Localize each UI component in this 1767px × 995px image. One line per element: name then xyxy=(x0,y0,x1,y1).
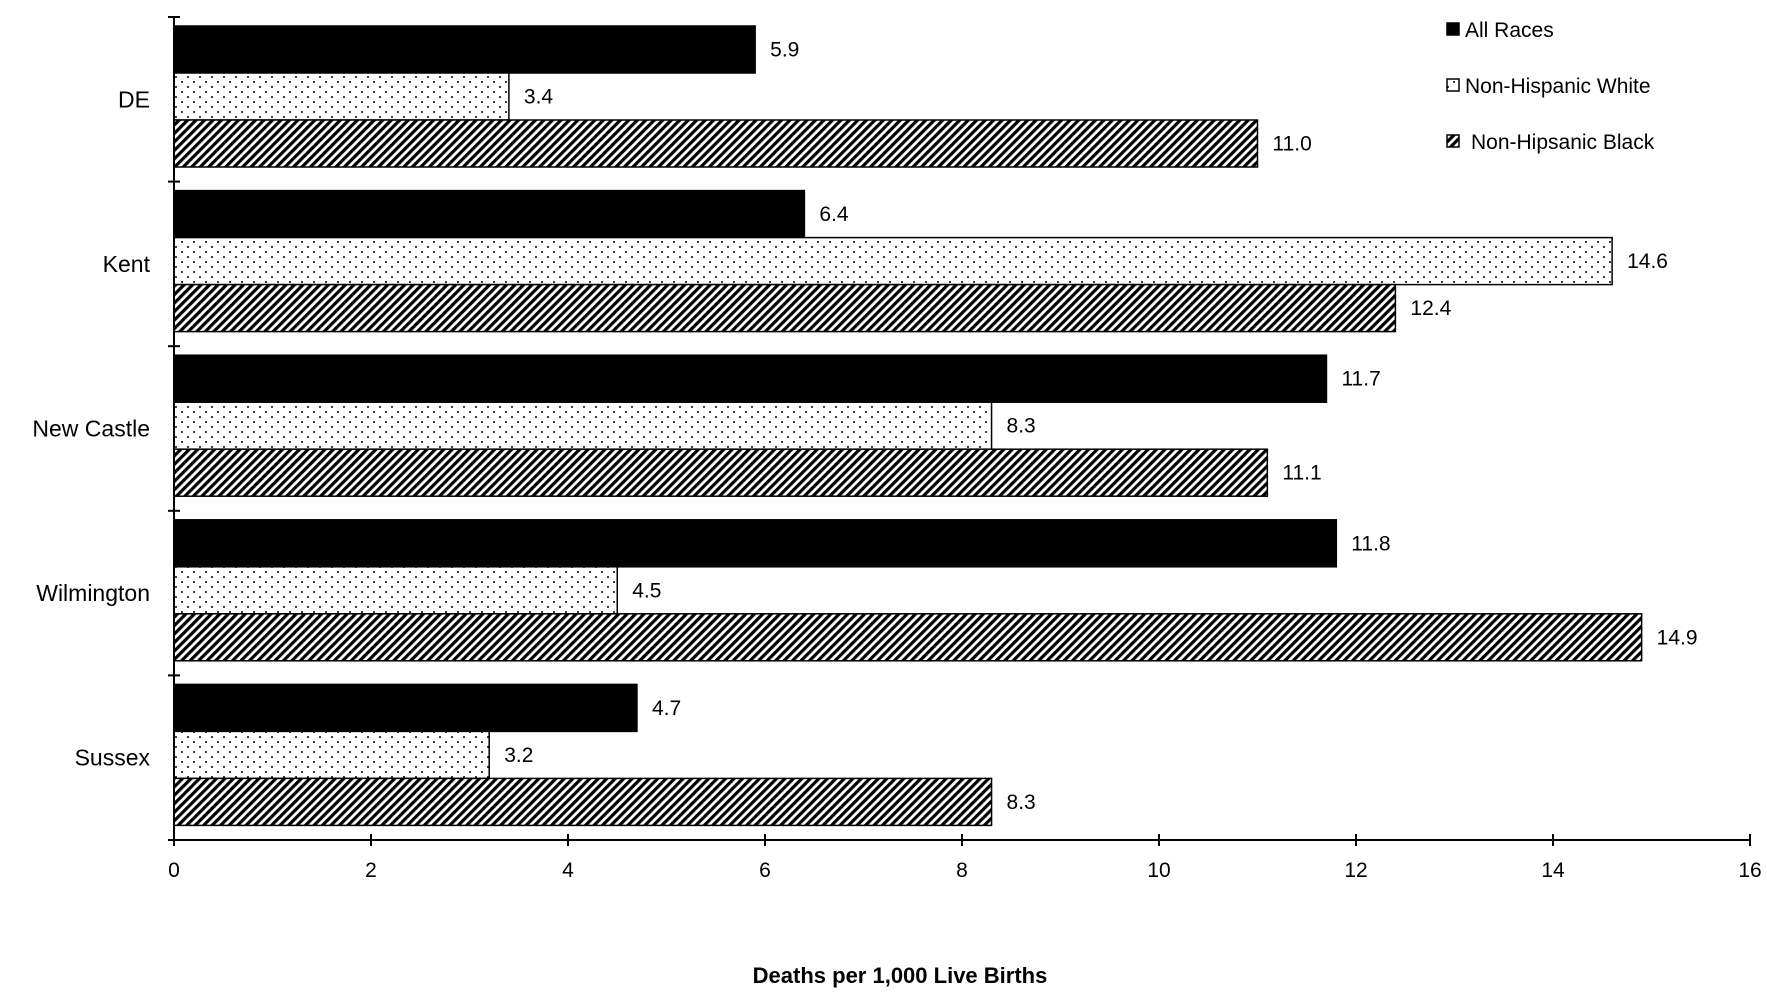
x-tick-label: 4 xyxy=(562,859,574,882)
x-tick-label: 16 xyxy=(1738,859,1761,882)
bar-kent-series-2 xyxy=(173,283,1397,333)
labels-group: 5.9 3.4 11.0 DE 6.4 14.6 12.4 Kent 11.7 8.3 11.1 Ne… xyxy=(32,39,1761,883)
data-label: 8.3 xyxy=(1007,791,1036,814)
data-label: 11.1 xyxy=(1282,462,1321,485)
bar-new-castle-series-2 xyxy=(173,448,1269,497)
bars-group xyxy=(173,25,1643,827)
bar-sussex-series-2 xyxy=(173,777,993,827)
data-label: 4.5 xyxy=(632,579,661,602)
category-label: New Castle xyxy=(32,416,150,442)
legend-label: Non-Hispanic White xyxy=(1465,75,1651,98)
x-tick-label: 0 xyxy=(168,859,180,882)
x-tick-label: 6 xyxy=(759,859,771,882)
bar-sussex-series-1 xyxy=(173,730,490,780)
bar-wilmington-series-0 xyxy=(173,519,1338,568)
data-label: 3.2 xyxy=(504,744,533,767)
legend-swatch xyxy=(1446,134,1460,148)
x-tick-label: 12 xyxy=(1344,859,1367,882)
data-label: 12.4 xyxy=(1410,297,1451,320)
category-label: DE xyxy=(118,86,150,112)
bar-de-series-2 xyxy=(173,119,1259,168)
legend-label: Non-Hipsanic Black xyxy=(1471,131,1655,154)
bar-kent-series-0 xyxy=(173,189,806,239)
x-tick-label: 10 xyxy=(1147,859,1170,882)
bar-sussex-series-0 xyxy=(173,683,638,733)
bar-de-series-1 xyxy=(173,72,510,121)
legend-label: All Races xyxy=(1465,19,1554,42)
bar-kent-series-1 xyxy=(173,236,1613,286)
bar-new-castle-series-1 xyxy=(173,401,993,450)
legend: All Races Non-Hispanic White Non-Hipsanic … xyxy=(1446,19,1655,154)
category-label: Wilmington xyxy=(36,580,150,606)
bar-de-series-0 xyxy=(173,25,756,74)
legend-swatch xyxy=(1446,22,1460,36)
category-label: Kent xyxy=(103,251,151,277)
category-label: Sussex xyxy=(75,745,151,771)
x-tick-label: 14 xyxy=(1541,859,1565,882)
data-label: 14.9 xyxy=(1657,626,1698,649)
x-tick-label: 8 xyxy=(956,859,968,882)
bar-new-castle-series-0 xyxy=(173,354,1328,403)
data-label: 3.4 xyxy=(524,86,554,109)
data-label: 11.0 xyxy=(1273,133,1312,156)
data-label: 11.7 xyxy=(1341,368,1380,391)
data-label: 14.6 xyxy=(1627,250,1668,273)
data-label: 4.7 xyxy=(652,697,681,720)
data-label: 11.8 xyxy=(1351,532,1390,555)
bar-wilmington-series-2 xyxy=(173,613,1643,662)
data-label: 5.9 xyxy=(770,39,799,62)
x-tick-label: 2 xyxy=(365,859,377,882)
data-label: 6.4 xyxy=(819,203,849,226)
data-label: 8.3 xyxy=(1007,415,1036,438)
legend-swatch xyxy=(1446,78,1460,92)
axes-group xyxy=(168,16,1751,846)
bar-wilmington-series-1 xyxy=(173,566,618,615)
x-axis-title: Deaths per 1,000 Live Births xyxy=(753,963,1048,988)
